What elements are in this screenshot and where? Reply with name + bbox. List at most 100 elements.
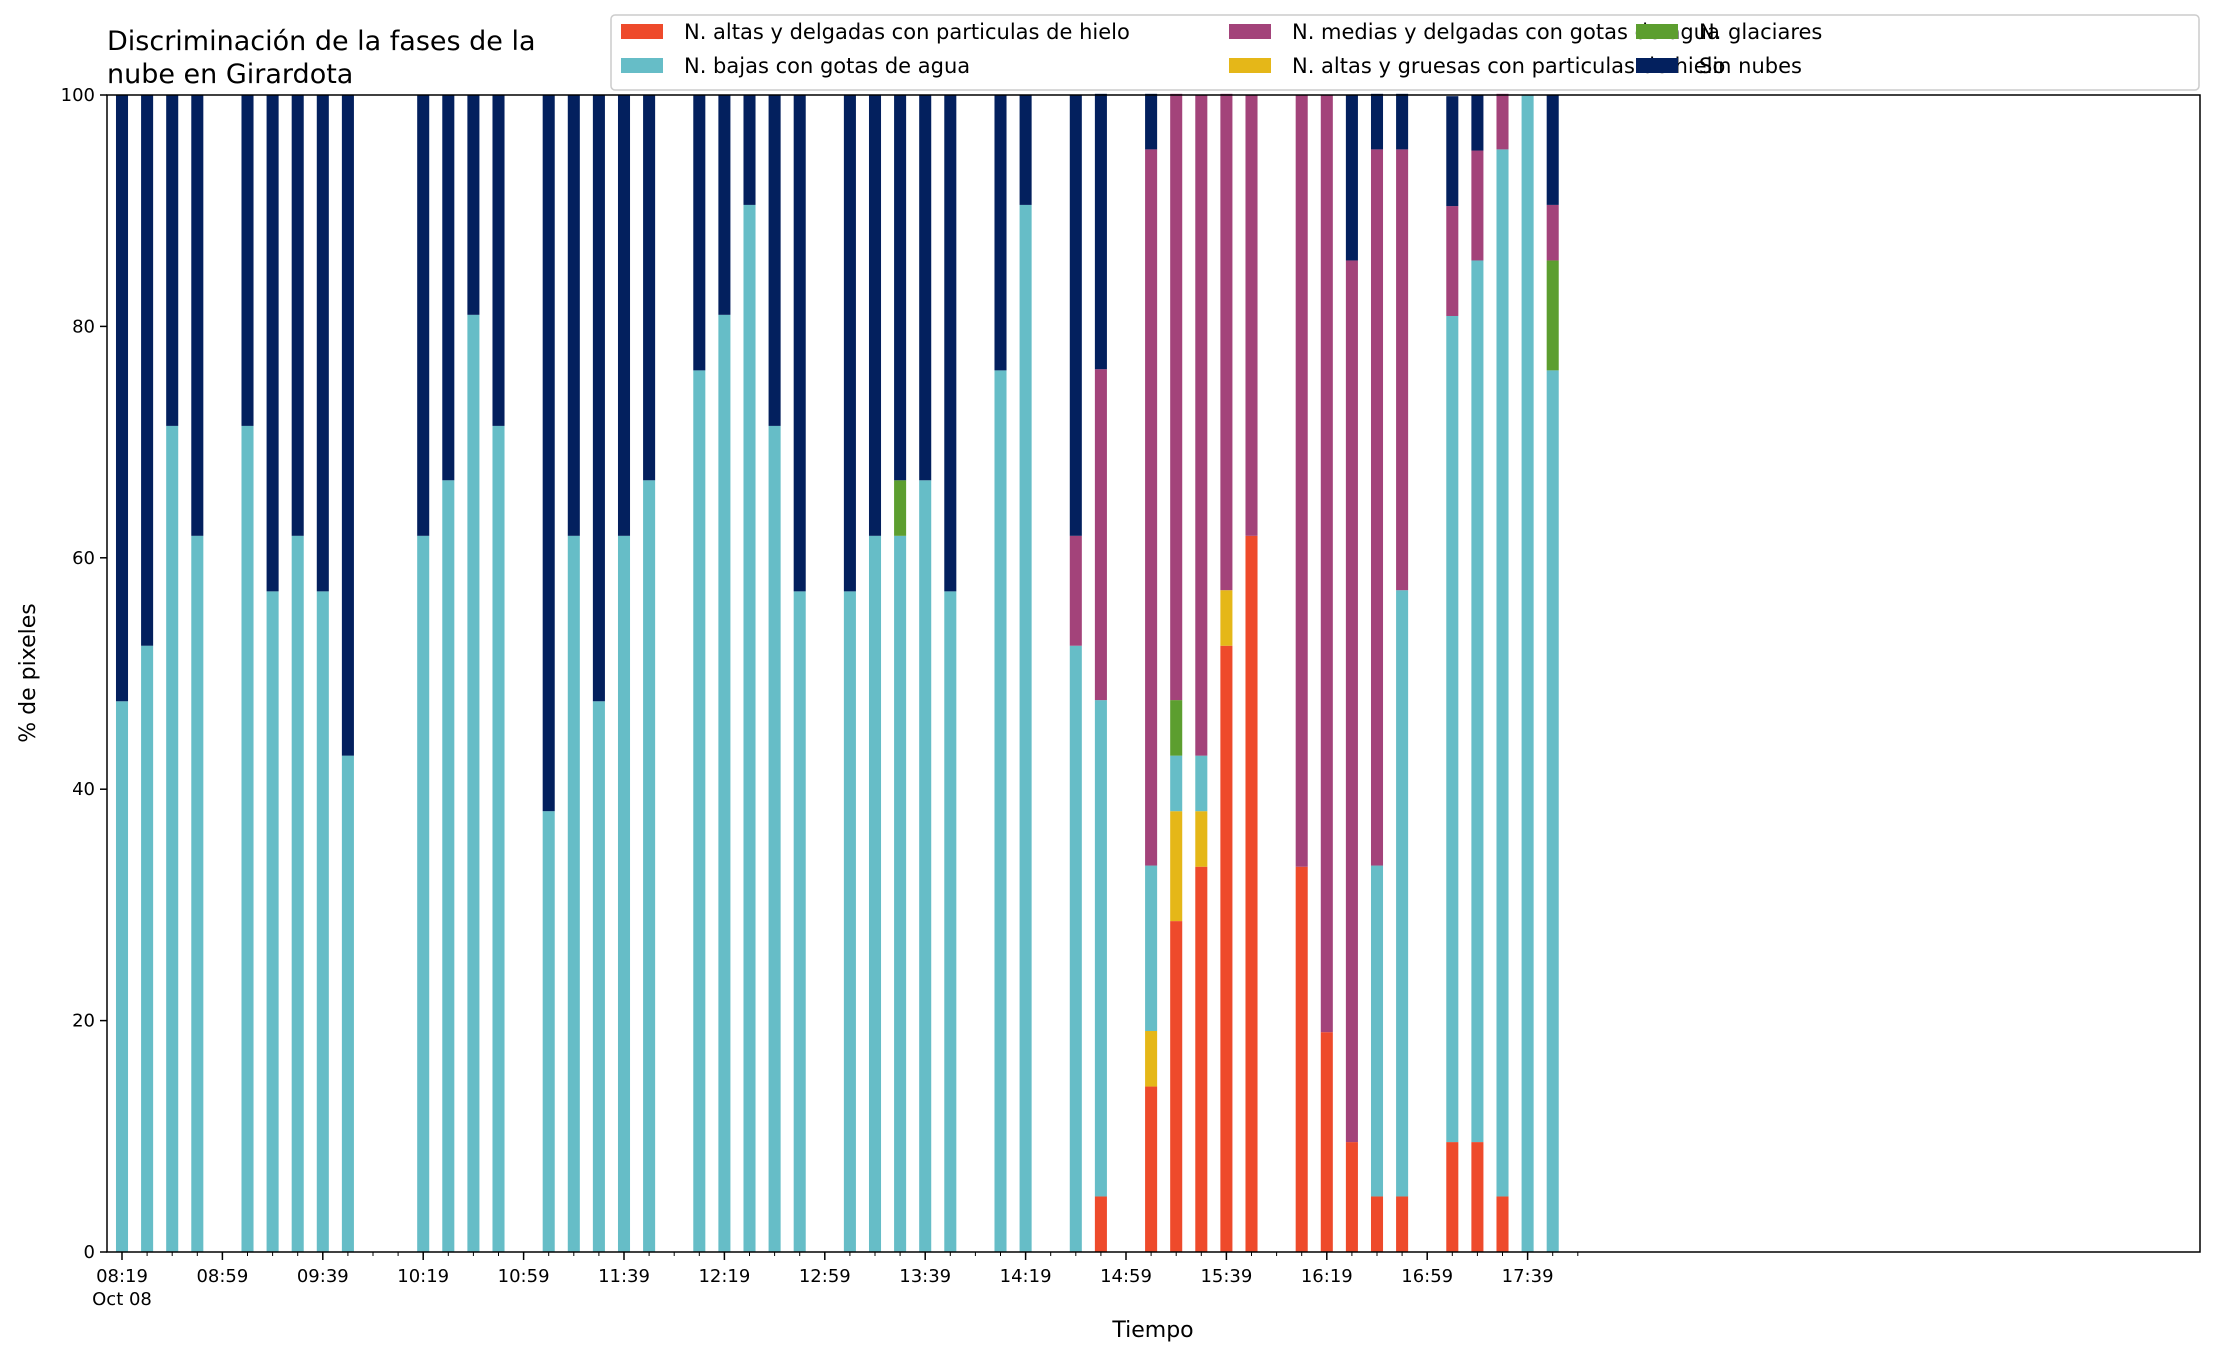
bar-segment [467, 95, 480, 315]
legend-label: N. bajas con gotas de agua [684, 54, 970, 78]
x-tick-label: 15:39 [1200, 1266, 1252, 1287]
bar-stack [768, 95, 781, 1252]
bar-segment [266, 591, 279, 1252]
bar-stack [1220, 93, 1233, 1252]
bar-segment [1094, 93, 1107, 370]
x-tick-label: 08:59 [196, 1266, 248, 1287]
bar-stack [1195, 95, 1208, 1252]
bar-segment [141, 645, 154, 1252]
bar-segment [316, 591, 329, 1252]
y-tick-label: 100 [61, 85, 95, 106]
chart-title-line-1: Discriminación de la fases de la [107, 26, 536, 57]
bar-stack [868, 95, 882, 1252]
bar-segment [718, 314, 731, 1253]
bar-segment [1546, 95, 1559, 205]
bar-segment [1370, 1196, 1384, 1252]
bar-segment [994, 370, 1007, 1252]
bar-segment [894, 535, 907, 1252]
bar-segment [1345, 95, 1358, 261]
bar-segment [718, 95, 731, 315]
bar-segment [542, 811, 555, 1252]
x-tick-label: 08:19 [96, 1266, 148, 1287]
bar-stack [241, 95, 254, 1252]
bar-stack [1094, 93, 1107, 1252]
bar-segment [1446, 206, 1459, 316]
bar-segment [944, 95, 957, 592]
bar-segment [1195, 811, 1208, 867]
y-axis: 0 20 40 60 80 100 [61, 85, 107, 1263]
legend-swatch [1229, 58, 1271, 73]
legend-swatch [621, 58, 663, 73]
bar-segment [1170, 811, 1183, 922]
bar-segment [1220, 93, 1233, 591]
bar-segment [643, 95, 656, 481]
bar-stack [291, 95, 304, 1252]
bar-segment [592, 701, 605, 1252]
bar-stack [592, 95, 605, 1252]
bar-segment [1446, 315, 1459, 1143]
bar-segment [1471, 1142, 1484, 1252]
bar-stack [542, 95, 555, 1252]
bar-segment [492, 425, 505, 1252]
bar-segment [316, 95, 329, 592]
bar-segment [1069, 95, 1082, 536]
x-tick-label: 14:59 [1100, 1266, 1152, 1287]
bar-segment [843, 591, 856, 1252]
bar-segment [166, 95, 179, 426]
bar-segment [1370, 93, 1384, 150]
bar-stack [894, 95, 907, 1252]
y-tick-label: 20 [72, 1011, 95, 1032]
bar-segment [241, 425, 254, 1252]
bar-segment [1220, 590, 1233, 646]
legend-item: N. bajas con gotas de agua [621, 54, 970, 78]
bar-stack [1320, 95, 1333, 1252]
bar-segment [1320, 95, 1333, 1033]
bar-segment [141, 95, 154, 646]
bar-segment [693, 95, 706, 371]
bar-segment [1170, 93, 1183, 701]
bar-stack [115, 95, 129, 1252]
bar-segment [919, 480, 932, 1252]
bar-segment [868, 535, 882, 1252]
y-tick-label: 60 [72, 548, 95, 569]
bar-segment [1471, 150, 1484, 261]
legend-item: N. glaciares [1636, 20, 1822, 44]
x-tick-label: 13:39 [899, 1266, 951, 1287]
bar-stack [141, 95, 154, 1252]
bar-segment [1195, 755, 1208, 812]
bar-segment [1471, 260, 1484, 1143]
bar-segment [1546, 260, 1559, 371]
bar-stack [994, 95, 1007, 1252]
bar-segment [1546, 370, 1559, 1252]
bar-segment [793, 95, 806, 592]
x-tick-sublabel: Oct 08 [92, 1289, 152, 1310]
bar-segment [1094, 1196, 1107, 1252]
bar-stack [166, 95, 179, 1252]
legend-label: N. altas y delgadas con particulas de hi… [684, 20, 1130, 44]
bar-segment [1546, 204, 1559, 261]
bar-stack [693, 95, 706, 1252]
y-axis-label: % de pixeles [16, 603, 41, 742]
bar-segment [1069, 645, 1082, 1252]
bar-stack [1245, 95, 1258, 1252]
x-tick-label: 14:19 [1000, 1266, 1052, 1287]
bar-segment [994, 95, 1007, 371]
bar-stack [1069, 95, 1082, 1252]
bar-segment [1496, 93, 1509, 150]
bar-segment [592, 95, 605, 702]
bar-stack [1521, 95, 1534, 1252]
bar-segment [1345, 260, 1358, 1143]
bar-segment [1094, 369, 1107, 701]
legend-box [610, 14, 2200, 91]
bar-segment [1320, 1032, 1333, 1252]
bar-segment [1195, 95, 1208, 756]
bar-stack [316, 95, 329, 1252]
bar-segment [1170, 755, 1183, 812]
bar-segment [1295, 866, 1308, 1252]
bar-segment [166, 425, 179, 1252]
bar-segment [1446, 96, 1459, 207]
bar-segment [1145, 149, 1158, 866]
bar-segment [1396, 590, 1409, 1197]
